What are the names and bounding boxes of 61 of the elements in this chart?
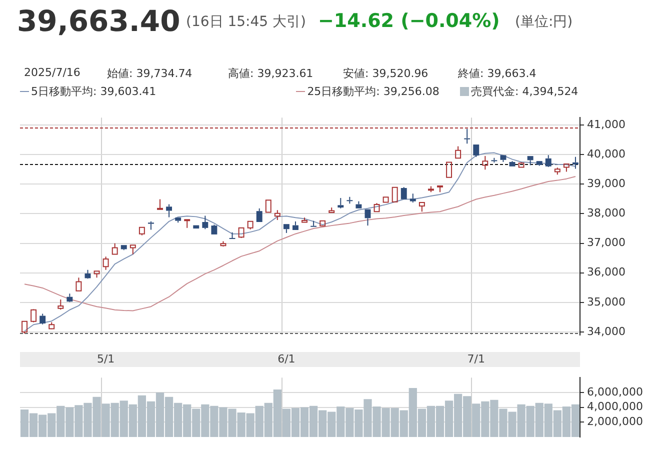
candlestick <box>338 198 344 209</box>
candlestick <box>464 128 470 144</box>
candlestick <box>66 293 73 302</box>
y-tick-label: 36,000 <box>587 266 626 279</box>
legend-label: 5日移動平均: 39,603.41 <box>31 84 156 99</box>
y-tick-label: 39,000 <box>587 177 626 190</box>
candlestick <box>166 204 172 218</box>
candlestick <box>572 156 578 170</box>
text: −14.62 (−0.04%) <box>318 10 500 32</box>
y-tick-label: 41,000 <box>587 118 626 131</box>
legend-label: 売買代金: 4,394,524 <box>471 84 578 99</box>
candlestick <box>491 157 498 164</box>
chart-title: 39,663.40 <box>17 4 180 38</box>
y-tick-label: 40,000 <box>587 147 626 160</box>
y-tick-label: 38,000 <box>587 206 626 220</box>
candlestick <box>509 160 516 166</box>
candlestick <box>157 198 163 210</box>
candlestick <box>40 313 46 325</box>
y-tick-label: 37,000 <box>587 236 626 250</box>
y-tick-label: 4,000,000 <box>587 400 643 414</box>
candlestick <box>500 155 506 162</box>
candlestick <box>22 320 28 333</box>
text: 安値: 39,520.96 <box>343 66 428 81</box>
chart-subtitle: (16日 15:45 大引) <box>186 13 306 31</box>
candlestick <box>410 193 416 203</box>
text: 2025/7/16 <box>24 66 80 79</box>
candlestick <box>202 215 208 230</box>
candlestick <box>356 200 362 208</box>
text: (単位:円) <box>515 13 573 31</box>
candlestick <box>545 154 552 166</box>
candlestick <box>527 156 534 166</box>
candlestick <box>211 224 218 234</box>
candlestick <box>274 210 280 220</box>
y-tick-label: 6,000,000 <box>587 385 643 398</box>
candlestick <box>292 220 298 230</box>
text: 終値: 39,663.4 <box>458 66 536 81</box>
x-tick-label: 5/1 <box>96 352 115 366</box>
candlestick <box>536 161 542 166</box>
x-tick-label: 7/1 <box>467 352 485 366</box>
legend-label: 25日移動平均: 39,256.08 <box>307 84 440 99</box>
candlestick <box>418 202 425 212</box>
candlestick <box>130 244 136 255</box>
y-tick-label: 34,000 <box>587 324 626 338</box>
text: 高値: 39,923.61 <box>228 66 314 81</box>
y-tick-label: 2,000,000 <box>587 415 643 428</box>
candlestick <box>473 144 480 158</box>
y-tick-label: 35,000 <box>587 295 626 308</box>
text: 始値: 39,734.74 <box>107 66 192 81</box>
candlestick <box>229 232 236 239</box>
candlestick <box>184 219 190 228</box>
candlestick <box>328 207 335 214</box>
candlestick <box>310 220 317 227</box>
candlestick <box>400 186 407 200</box>
candlestick <box>102 256 109 270</box>
candlestick <box>76 277 82 292</box>
x-tick-label: 6/1 <box>278 352 296 366</box>
candlestick <box>120 245 127 251</box>
candlestick <box>148 220 154 230</box>
candlestick <box>283 224 290 234</box>
candlestick <box>482 156 488 170</box>
candlestick <box>256 208 262 222</box>
